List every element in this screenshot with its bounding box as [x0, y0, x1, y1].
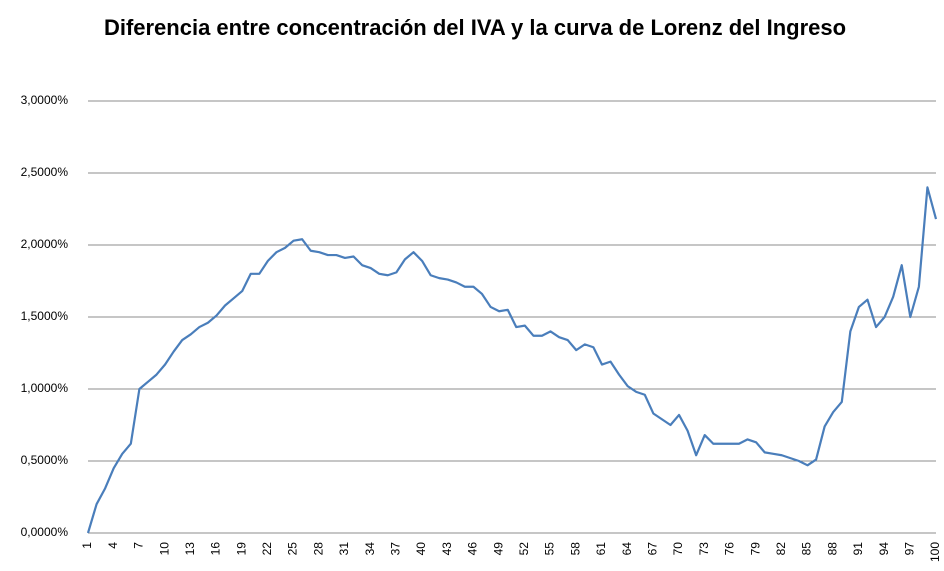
x-tick-label: 97	[902, 542, 916, 556]
x-tick-label: 91	[851, 542, 865, 556]
y-tick-label: 1,5000%	[21, 309, 69, 323]
x-tick-label: 58	[568, 542, 582, 556]
x-tick-label: 55	[543, 542, 557, 556]
x-tick-label: 49	[491, 542, 505, 556]
x-tick-label: 19	[234, 542, 248, 556]
x-tick-label: 1	[80, 542, 94, 549]
y-tick-label: 0,5000%	[21, 453, 69, 467]
x-tick-label: 10	[157, 542, 171, 556]
x-tick-label: 37	[389, 542, 403, 556]
x-tick-label: 31	[337, 542, 351, 556]
x-tick-label: 94	[877, 542, 891, 556]
x-tick-label: 61	[594, 542, 608, 556]
x-tick-label: 76	[723, 542, 737, 556]
y-tick-label: 1,0000%	[21, 381, 69, 395]
data-line	[86, 186, 938, 534]
x-tick-label: 73	[697, 542, 711, 556]
x-tick-label: 7	[132, 542, 146, 549]
x-tick-label: 4	[106, 542, 120, 549]
x-tick-label: 40	[414, 542, 428, 556]
y-tick-label: 3,0000%	[21, 93, 69, 107]
x-tick-label: 79	[748, 542, 762, 556]
x-tick-label: 85	[800, 542, 814, 556]
x-tick-label: 67	[646, 542, 660, 556]
y-tick-label: 0,0000%	[21, 525, 69, 539]
x-tick-label: 34	[363, 542, 377, 556]
x-tick-label: 82	[774, 542, 788, 556]
x-tick-label: 28	[311, 542, 325, 556]
x-tick-label: 52	[517, 542, 531, 556]
x-tick-label: 70	[671, 542, 685, 556]
x-tick-label: 64	[620, 542, 634, 556]
x-tick-label: 43	[440, 542, 454, 556]
x-tick-label: 25	[286, 542, 300, 556]
x-tick-label: 100	[928, 542, 942, 562]
x-tick-label: 16	[209, 542, 223, 556]
x-tick-label: 22	[260, 542, 274, 556]
chart-title: Diferencia entre concentración del IVA y…	[103, 15, 847, 40]
y-tick-label: 2,5000%	[21, 165, 69, 179]
x-tick-label: 13	[183, 542, 197, 556]
x-tick-label: 46	[466, 542, 480, 556]
x-tick-label: 88	[825, 542, 839, 556]
y-tick-label: 2,0000%	[21, 237, 69, 251]
